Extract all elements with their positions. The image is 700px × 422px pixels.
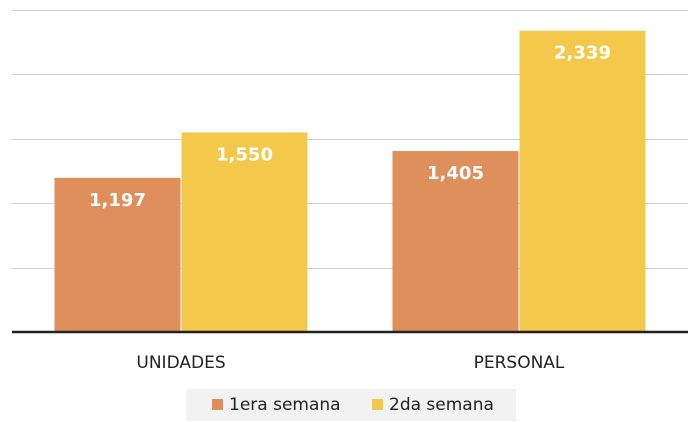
- data-label: 1,197: [89, 190, 146, 211]
- bar-unidades-series-2: [181, 132, 308, 332]
- data-label: 1,405: [427, 163, 484, 184]
- legend-label: 2da semana: [389, 395, 494, 415]
- category-label: PERSONAL: [474, 353, 565, 373]
- legend-background: [186, 389, 516, 421]
- bar-unidades-series-1: [54, 177, 181, 332]
- legend-swatch: [212, 399, 223, 410]
- category-labels: UNIDADES PERSONAL: [136, 353, 565, 373]
- legend: 1era semana 2da semana: [186, 389, 516, 421]
- data-label: 1,550: [216, 144, 273, 165]
- value-labels: 1,197 1,550 1,405 2,339: [89, 43, 611, 211]
- bars: [54, 30, 646, 333]
- category-label: UNIDADES: [136, 353, 225, 373]
- data-label: 2,339: [554, 43, 611, 64]
- legend-swatch: [372, 399, 383, 410]
- bar-personal-series-1: [392, 151, 519, 332]
- bar-personal-series-2: [519, 30, 646, 333]
- legend-label: 1era semana: [229, 395, 341, 415]
